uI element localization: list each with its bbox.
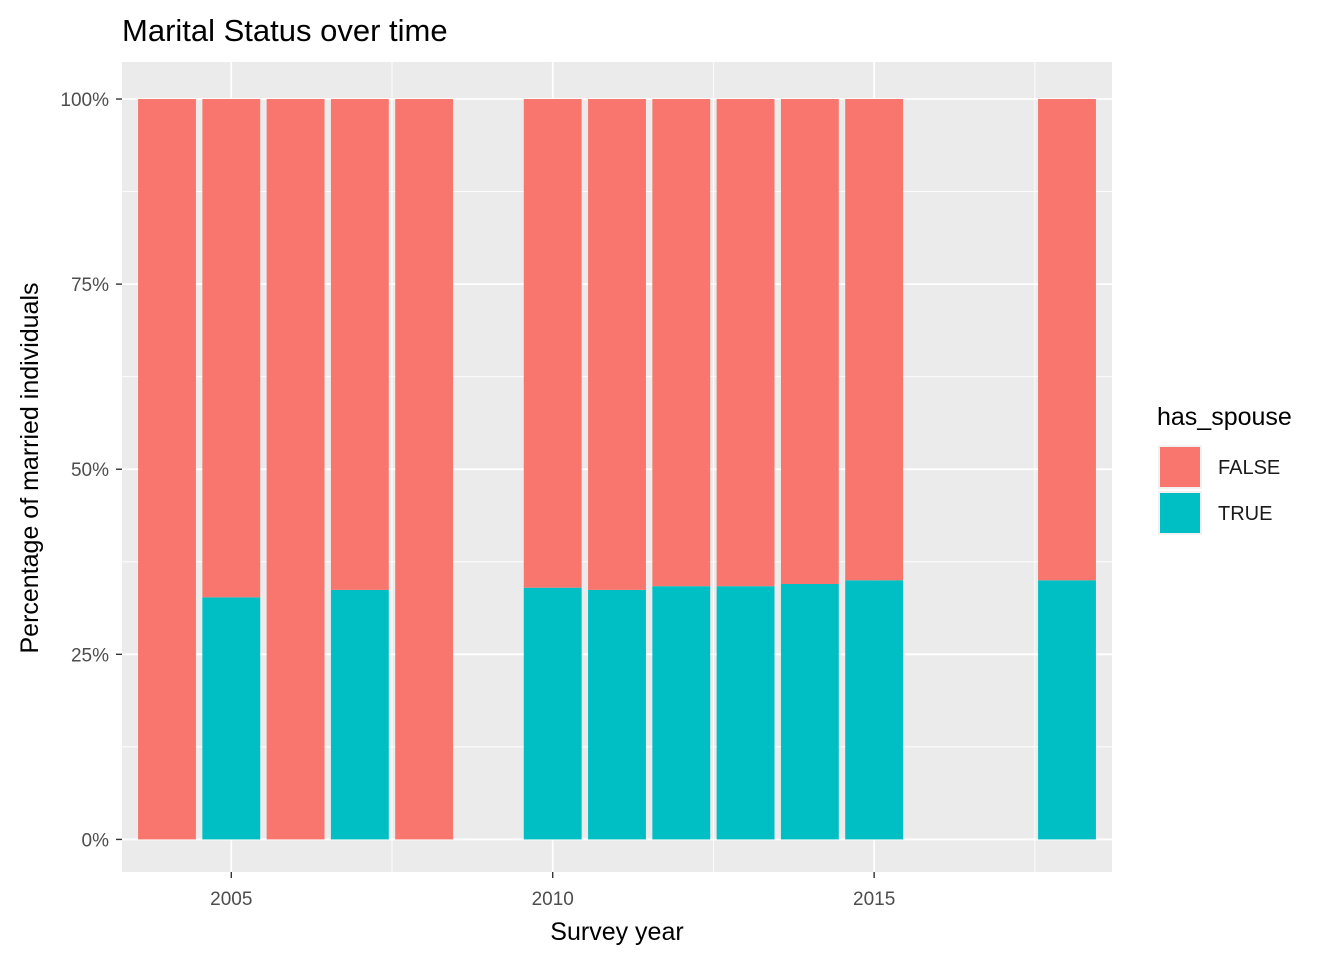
bar-false-2011 <box>588 99 646 590</box>
bar-true-2007 <box>330 589 389 840</box>
x-tick-label: 2005 <box>210 889 252 910</box>
y-tick-label: 50% <box>71 460 109 481</box>
bar-true-2010 <box>523 587 582 840</box>
legend-label: FALSE <box>1218 457 1280 479</box>
bar-false-2004 <box>138 99 196 840</box>
bar-true-2014 <box>780 583 839 840</box>
bar-true-2018 <box>1038 580 1096 840</box>
x-tick-label: 2015 <box>853 889 895 910</box>
bar-false-2008 <box>395 99 454 840</box>
legend-key-true <box>1160 493 1200 533</box>
bar-false-2018 <box>1038 99 1096 581</box>
bars <box>138 99 1096 840</box>
bar-true-2011 <box>588 589 646 840</box>
bar-false-2014 <box>780 99 839 584</box>
legend-key-false <box>1160 447 1200 487</box>
bar-false-2007 <box>330 99 389 590</box>
bar-true-2015 <box>845 580 904 840</box>
bar-false-2006 <box>266 99 325 840</box>
bar-false-2015 <box>845 99 904 581</box>
legend-label: TRUE <box>1218 503 1272 525</box>
x-tick-label: 2010 <box>532 889 574 910</box>
bar-false-2010 <box>523 99 582 588</box>
x-axis: 2005 2010 2015 <box>210 872 895 910</box>
y-tick-label: 100% <box>60 90 109 111</box>
y-axis: 0% 25% 50% 75% 100% <box>60 90 122 851</box>
bar-true-2013 <box>716 586 775 840</box>
bar-false-2005 <box>202 99 261 598</box>
legend: has_spouse FALSE TRUE <box>1157 403 1292 535</box>
y-tick-label: 25% <box>71 645 109 666</box>
x-axis-title: Survey year <box>550 918 683 946</box>
chart-title: Marital Status over time <box>122 13 448 48</box>
bar-false-2012 <box>652 99 711 587</box>
legend-title: has_spouse <box>1157 403 1292 431</box>
y-tick-label: 75% <box>71 275 109 296</box>
y-axis-title: Percentage of married individuals <box>16 282 44 653</box>
bar-true-2012 <box>652 586 711 840</box>
bar-true-2005 <box>202 597 261 840</box>
y-tick-label: 0% <box>82 830 110 851</box>
bar-false-2013 <box>716 99 775 587</box>
